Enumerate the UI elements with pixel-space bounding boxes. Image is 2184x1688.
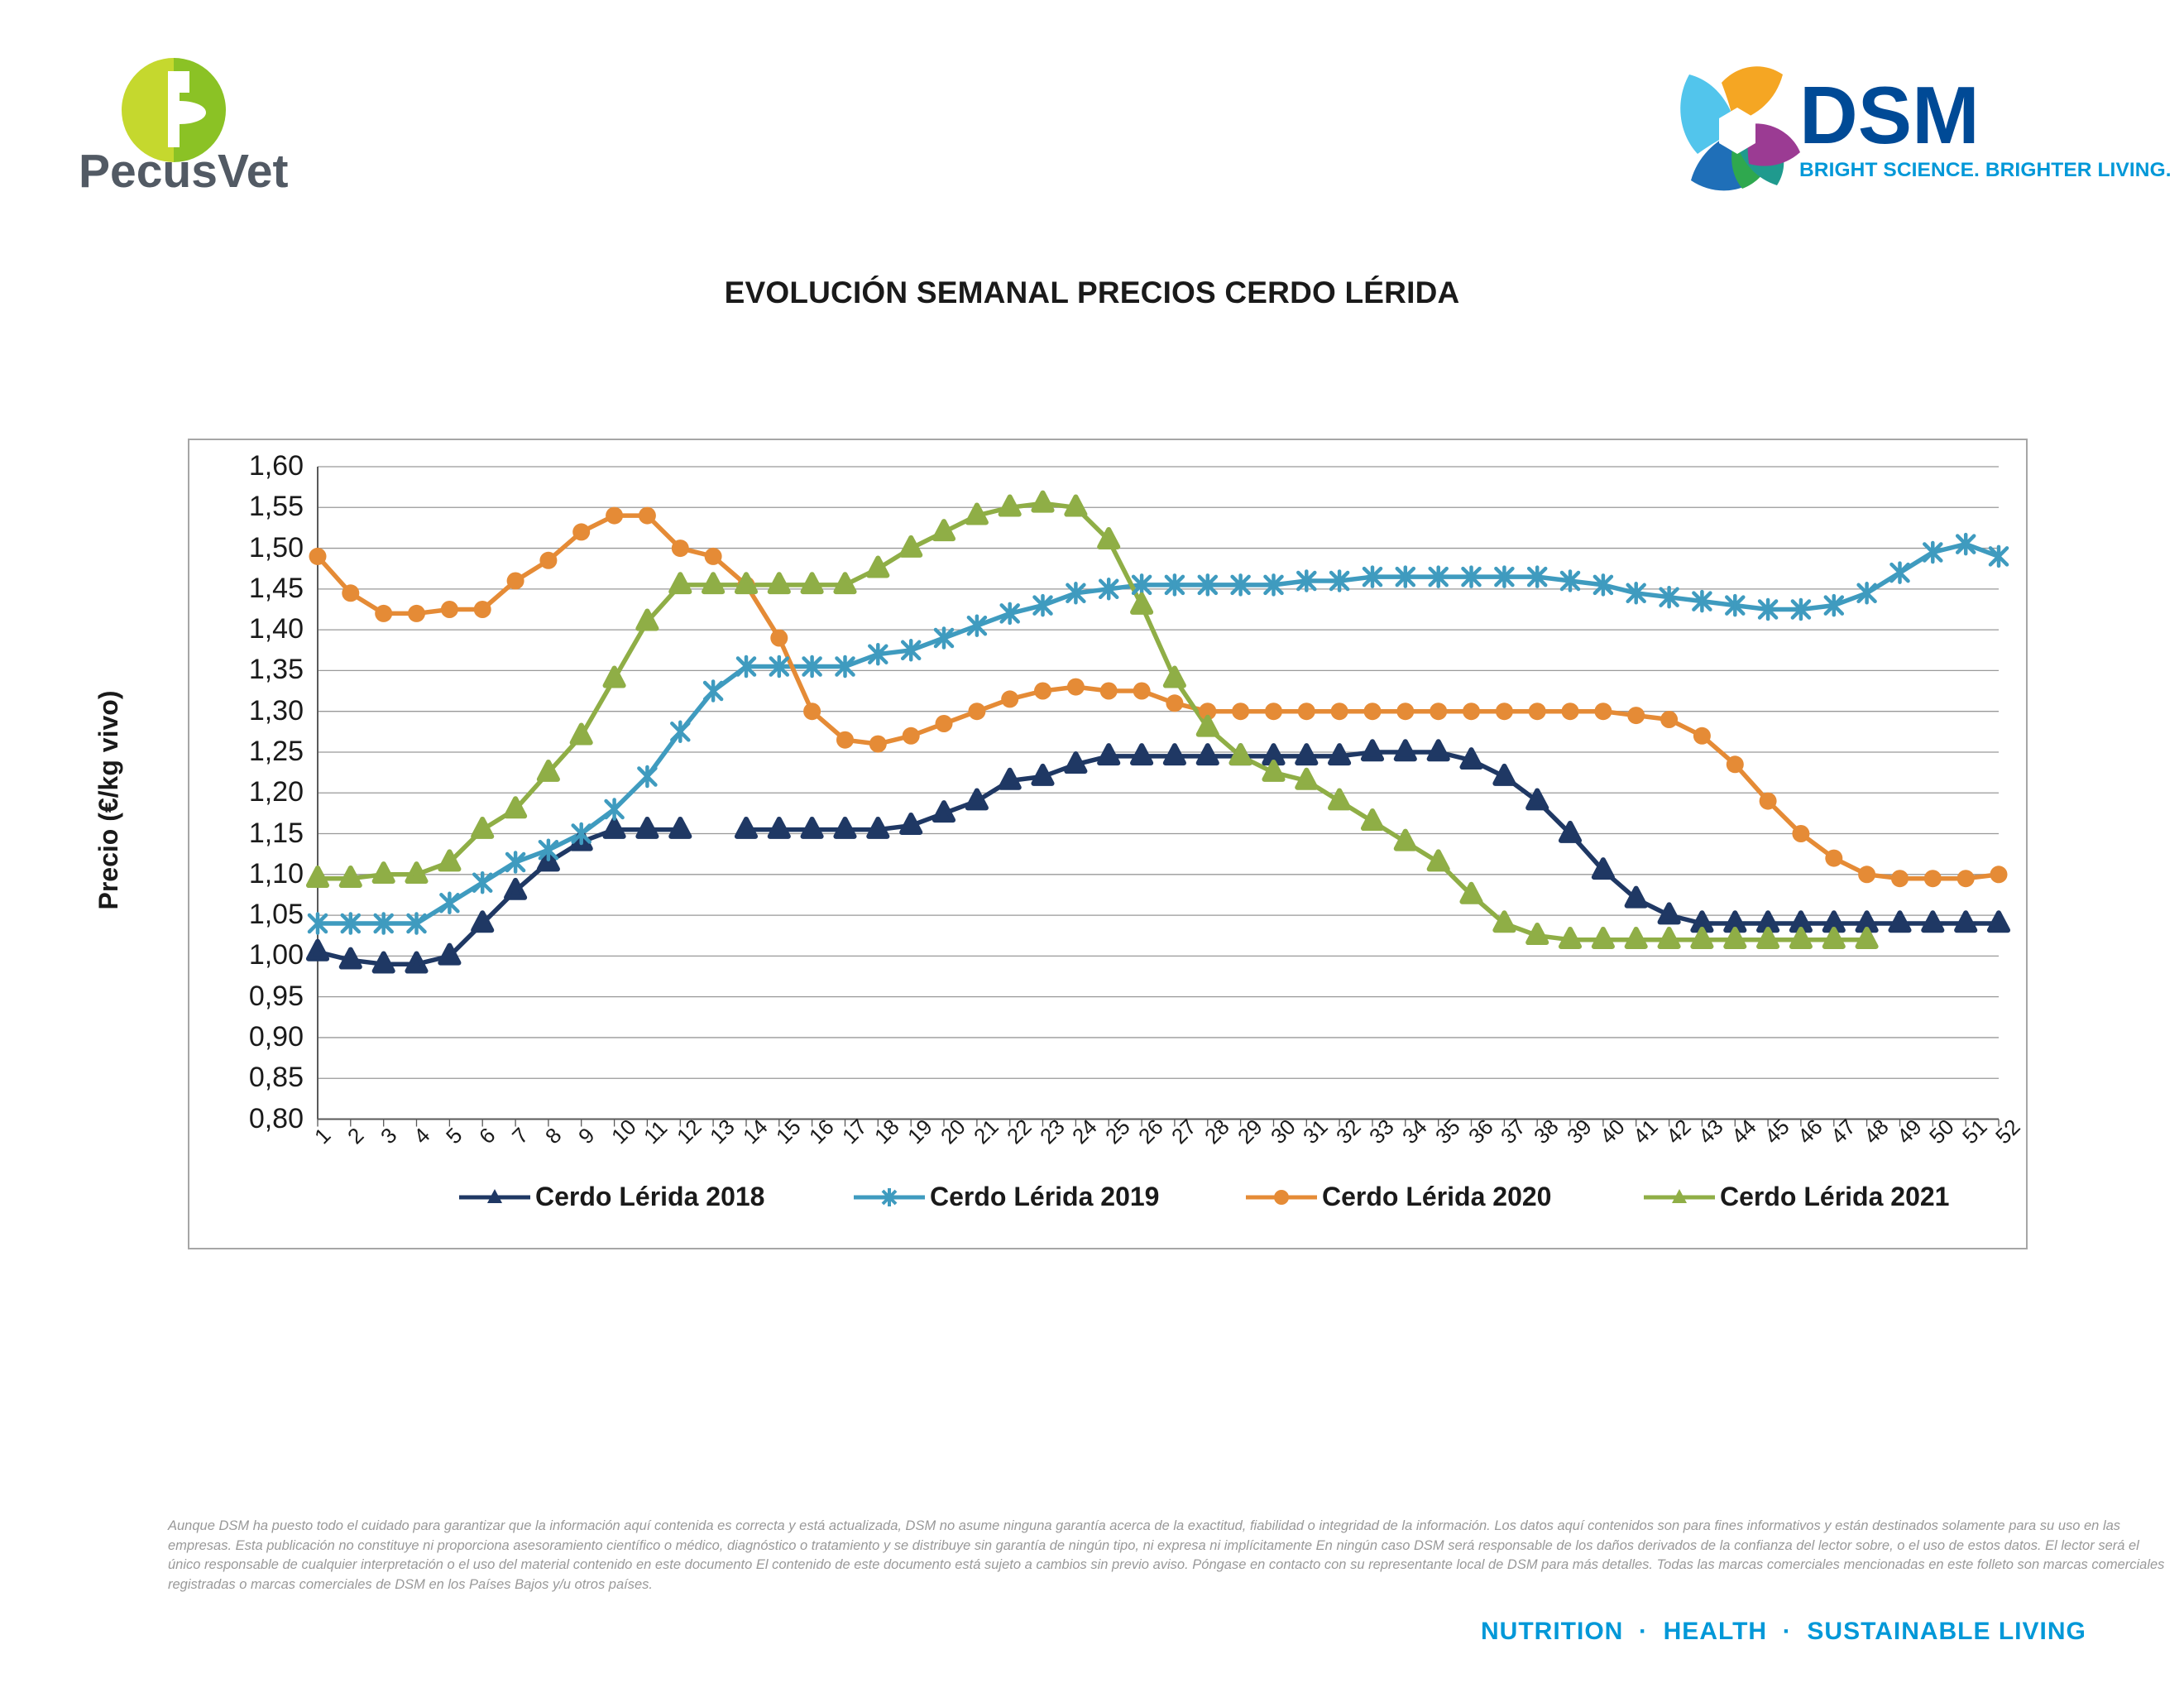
svg-text:PecusVet: PecusVet — [79, 145, 289, 193]
svg-text:DSM: DSM — [1799, 70, 1980, 161]
svg-text:BRIGHT SCIENCE. BRIGHTER LIVIN: BRIGHT SCIENCE. BRIGHTER LIVING. — [1799, 159, 2172, 181]
